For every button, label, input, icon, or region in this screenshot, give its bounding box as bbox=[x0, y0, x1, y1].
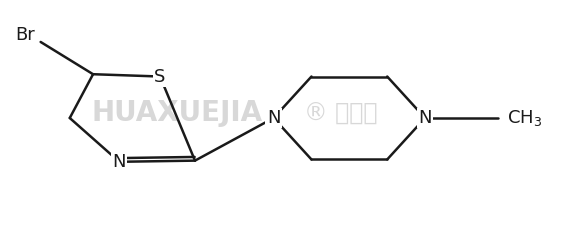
Text: N: N bbox=[267, 109, 280, 127]
Text: ® 化学加: ® 化学加 bbox=[304, 101, 377, 125]
Text: HUAXUEJIA: HUAXUEJIA bbox=[92, 99, 263, 127]
Text: S: S bbox=[155, 67, 166, 85]
Text: Br: Br bbox=[15, 26, 35, 44]
Text: CH$_3$: CH$_3$ bbox=[507, 108, 542, 128]
Text: N: N bbox=[418, 109, 432, 127]
Text: N: N bbox=[112, 153, 126, 171]
